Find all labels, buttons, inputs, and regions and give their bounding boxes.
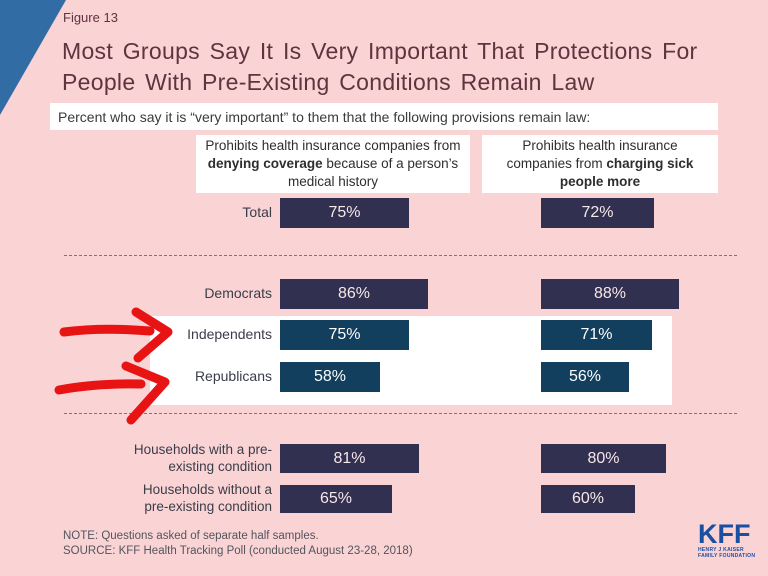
page-title-line-1: Most Groups Say It Is Very Important Tha… [62, 38, 698, 64]
bar-denying-coverage: 75% [280, 320, 409, 350]
bar-value-label: 65% [319, 490, 353, 507]
bar-value-label: 80% [587, 449, 620, 467]
row-label: Democrats [204, 285, 272, 302]
bar-charging-more: 60% [541, 485, 635, 513]
bar-denying-coverage: 75% [280, 198, 409, 228]
note-text: NOTE: Questions asked of separate half s… [63, 530, 319, 542]
row-label: Republicans [194, 368, 272, 385]
subtitle-text: Percent who say it is “very important” t… [58, 108, 591, 125]
bar-value-label: 58% [313, 368, 347, 385]
bar-value-label: 60% [571, 490, 605, 507]
page-title-line-2: People With Pre-Existing Conditions Rema… [62, 69, 595, 95]
column-header-bold-text: charging sick people more [559, 156, 694, 189]
kff-logo-subtext-line-2: FAMILY FOUNDATION [698, 553, 756, 559]
column-header-denying-coverage: Prohibits health insurance companies fro… [196, 135, 470, 193]
column-header-charging-more: Prohibits health insurance companies fro… [482, 135, 718, 193]
footnotes: NOTE: Questions asked of separate half s… [63, 529, 413, 559]
bar-value-label: 75% [328, 204, 361, 221]
source-text: SOURCE: KFF Health Tracking Poll (conduc… [63, 545, 413, 557]
bar-value-label: 56% [568, 368, 602, 385]
column-header-text: because of a person’s medical history [287, 156, 459, 189]
bar-denying-coverage: 81% [280, 444, 419, 473]
bar-charging-more: 56% [541, 362, 629, 392]
row-label: Independents [187, 326, 272, 343]
bar-value-label: 71% [580, 326, 613, 343]
column-header-text: Prohibits health insurance companies fro… [205, 138, 461, 153]
corner-triangle-decoration [0, 0, 66, 115]
column-header-text: Prohibits health insurance companies fro… [506, 138, 678, 171]
kff-logo-subtext-line-1: HENRY J KAISER [698, 547, 744, 553]
bar-denying-coverage: 86% [280, 279, 428, 309]
bar-value-label: 75% [328, 326, 361, 343]
bar-charging-more: 72% [541, 198, 654, 228]
bar-value-label: 86% [337, 285, 371, 302]
kff-logo: KFF HENRY J KAISER FAMILY FOUNDATION [698, 519, 760, 560]
dashed-divider-bottom [64, 413, 737, 414]
bar-charging-more: 80% [541, 444, 666, 473]
bar-charging-more: 88% [541, 279, 679, 309]
bar-value-label: 72% [581, 204, 614, 221]
kff-logo-text: KFF [698, 519, 751, 549]
bar-value-label: 81% [333, 449, 366, 467]
page-title: Most Groups Say It Is Very Important Tha… [62, 36, 742, 98]
row-label: Households with a pre- existing conditio… [133, 441, 272, 474]
bar-charging-more: 71% [541, 320, 652, 350]
dashed-divider-top [64, 255, 737, 256]
column-header-bold-text: denying coverage [207, 156, 323, 171]
figure-label: Figure 13 [63, 10, 118, 25]
row-label: Households without a pre-existing condit… [142, 482, 272, 514]
bar-denying-coverage: 65% [280, 485, 392, 513]
bar-denying-coverage: 58% [280, 362, 380, 392]
row-label: Total [242, 204, 272, 221]
subtitle-banner: Percent who say it is “very important” t… [50, 103, 718, 130]
bar-value-label: 88% [593, 285, 627, 302]
